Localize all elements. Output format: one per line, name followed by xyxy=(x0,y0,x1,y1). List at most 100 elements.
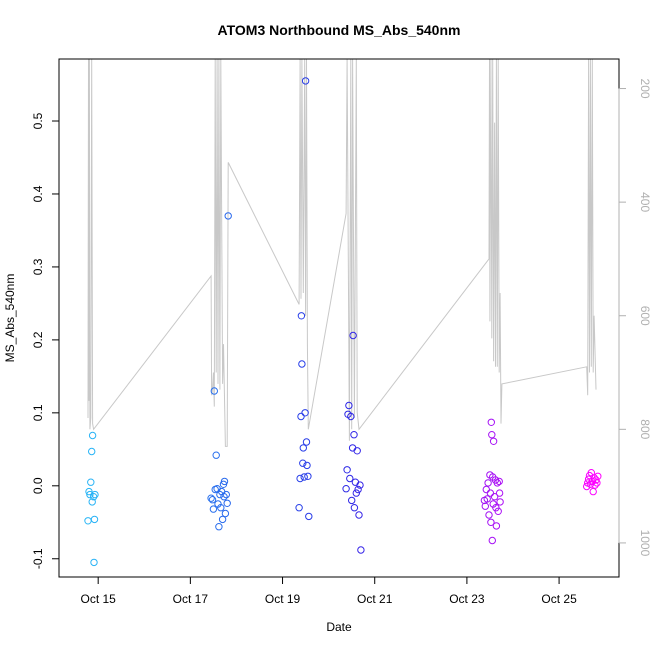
x-axis: Oct 15 Oct 17 Oct 19 Oct 21 Oct 23 Oct 25 xyxy=(80,576,577,606)
data-point xyxy=(302,438,311,446)
data-point xyxy=(351,478,360,486)
data-point xyxy=(88,431,97,440)
data-point xyxy=(494,507,502,515)
data-point xyxy=(488,431,496,439)
data-point xyxy=(592,476,600,484)
data-point xyxy=(303,461,311,470)
data-point xyxy=(489,437,498,445)
data-point xyxy=(496,498,504,506)
data-point xyxy=(584,475,593,483)
y-tick-label: 0.2 xyxy=(31,331,45,348)
data-point xyxy=(353,447,361,455)
data-point xyxy=(224,212,232,220)
data-point xyxy=(348,496,356,505)
data-point xyxy=(210,387,219,395)
data-point xyxy=(208,496,217,504)
data-point xyxy=(88,447,96,456)
altitude-line-series xyxy=(87,58,597,447)
data-point xyxy=(591,481,599,489)
data-point xyxy=(486,489,495,497)
data-point xyxy=(493,479,501,487)
x-tick-label: Oct 21 xyxy=(357,592,393,606)
data-point xyxy=(490,493,499,501)
data-point xyxy=(85,487,93,496)
data-point xyxy=(218,515,227,524)
data-point xyxy=(357,546,365,554)
data-point xyxy=(84,517,92,525)
data-point xyxy=(299,444,307,452)
data-point xyxy=(485,511,493,519)
y2-tick-label: 1000 xyxy=(638,530,650,557)
data-point xyxy=(296,474,304,483)
y2-tick-label: 600 xyxy=(638,306,650,326)
data-point xyxy=(350,431,358,439)
data-point xyxy=(347,412,355,421)
data-point xyxy=(212,451,220,459)
data-point xyxy=(487,418,495,426)
data-point xyxy=(220,477,229,486)
data-point xyxy=(304,472,312,480)
data-point xyxy=(487,518,495,526)
data-point xyxy=(346,474,354,483)
x-tick-label: Oct 15 xyxy=(80,592,116,606)
data-point xyxy=(488,536,496,545)
y-tick-label: 0.5 xyxy=(31,112,45,129)
data-point xyxy=(301,409,309,417)
data-point xyxy=(481,502,489,510)
data-point xyxy=(349,331,357,340)
altitude-line xyxy=(87,58,597,447)
y-axis-label: MS_Abs_540nm xyxy=(3,274,17,363)
data-point xyxy=(352,489,360,497)
data-point xyxy=(89,493,98,501)
data-point xyxy=(90,515,99,524)
data-point xyxy=(220,493,228,501)
y2-tick-label: 800 xyxy=(638,419,650,439)
data-point xyxy=(295,504,303,512)
data-point xyxy=(356,481,364,489)
data-point xyxy=(343,466,351,474)
data-point xyxy=(484,479,492,487)
y-tick-label: 0.3 xyxy=(31,258,45,275)
data-point xyxy=(589,487,597,496)
data-point xyxy=(495,489,504,497)
y-tick-label: 0.4 xyxy=(31,185,45,202)
chart-title: ATOM3 Northbound MS_Abs_540nm xyxy=(218,22,461,38)
data-point xyxy=(297,412,305,421)
data-point xyxy=(299,459,307,467)
data-point xyxy=(217,504,225,512)
data-point xyxy=(345,401,353,410)
data-point xyxy=(492,522,501,530)
y-tick-label: -0.1 xyxy=(31,548,45,569)
data-point xyxy=(209,505,218,513)
x-tick-label: Oct 19 xyxy=(265,592,301,606)
x-axis-label: Date xyxy=(326,620,352,634)
data-point xyxy=(583,482,591,491)
data-point xyxy=(354,485,362,494)
data-point xyxy=(297,312,306,320)
y2-axis: 200 400 600 800 1000 xyxy=(618,79,650,557)
data-point xyxy=(86,490,94,499)
data-point xyxy=(342,485,350,493)
data-point xyxy=(215,523,223,531)
data-point xyxy=(223,499,231,507)
data-point xyxy=(87,478,95,486)
data-point xyxy=(91,490,99,499)
data-point xyxy=(301,77,310,85)
data-point xyxy=(222,490,231,499)
data-point xyxy=(350,504,359,512)
data-point xyxy=(298,360,306,368)
data-point xyxy=(495,477,503,486)
data-point xyxy=(482,485,490,494)
data-point xyxy=(355,511,363,519)
y2-tick-label: 400 xyxy=(638,192,650,212)
data-point xyxy=(305,512,313,521)
data-point xyxy=(221,509,230,518)
abs-point-series xyxy=(84,77,602,567)
y-axis: -0.1 0.0 0.1 0.2 0.3 0.4 0.5 xyxy=(31,112,60,569)
plot-frame xyxy=(58,58,620,578)
x-tick-label: Oct 25 xyxy=(541,592,577,606)
data-point xyxy=(483,495,491,503)
data-point xyxy=(594,472,602,480)
x-tick-label: Oct 17 xyxy=(173,592,209,606)
